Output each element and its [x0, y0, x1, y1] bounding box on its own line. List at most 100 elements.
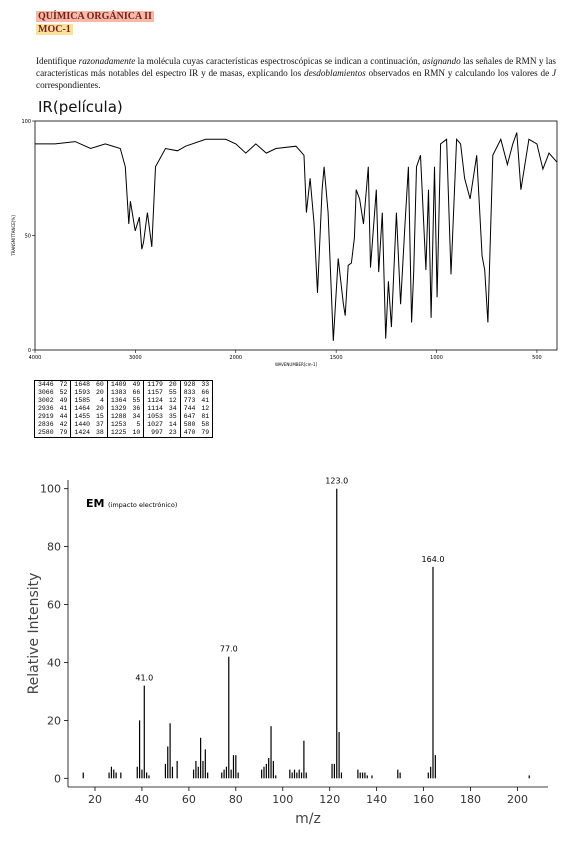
table-cell: 3446 — [38, 381, 54, 388]
peak — [136, 766, 138, 779]
table-cell: 37 — [93, 421, 108, 429]
x-tick-label: 160 — [413, 793, 434, 806]
peak — [110, 766, 113, 779]
peak — [272, 760, 274, 779]
table-cell: 2919 — [38, 413, 54, 420]
table-cell: 44 — [56, 413, 72, 421]
peak — [167, 746, 169, 779]
table-cell: 10 — [129, 429, 145, 438]
peak — [82, 772, 84, 779]
table-cell: 1253 — [110, 421, 127, 428]
table-cell: 20 — [93, 405, 108, 413]
table-cell: 1225 — [110, 429, 127, 436]
y-tick-label: 80 — [47, 541, 61, 554]
peak — [202, 760, 204, 779]
instructions: Identifique razonadamente la molécula cu… — [36, 55, 556, 91]
x-tick-label: 200 — [507, 793, 528, 806]
peak — [146, 772, 148, 779]
peak-label: 123.0 — [325, 477, 348, 486]
table-cell: 2580 — [38, 429, 54, 436]
text-run: razonadamente — [78, 56, 136, 66]
table-cell: 23 — [165, 429, 181, 438]
peak — [230, 769, 232, 779]
plot-frame — [34, 120, 558, 351]
y-tick-label: 40 — [47, 656, 61, 669]
y-tick-label: 100 — [40, 483, 61, 496]
x-tick-label: 4000 — [29, 355, 42, 361]
table-cell: 58 — [201, 421, 210, 428]
table-cell: 66 — [129, 389, 145, 397]
peak — [291, 772, 293, 779]
peak — [340, 772, 343, 779]
text-run: asignando — [422, 56, 461, 66]
x-tick-label: 20 — [88, 793, 102, 806]
course-title: QUÍMICA ORGÁNICA II — [36, 11, 154, 22]
table-cell: 12 — [201, 405, 210, 412]
peak — [228, 656, 230, 779]
peak — [108, 772, 110, 779]
y-axis-label: Relative Intensity — [26, 573, 42, 695]
peak — [336, 488, 338, 779]
text-run: J — [551, 68, 557, 78]
peak — [338, 731, 340, 779]
table-cell: 1585 — [74, 397, 91, 404]
table-cell: 55 — [129, 397, 145, 405]
table-cell: 1027 — [147, 421, 163, 428]
table-cell: 1124 — [147, 397, 163, 404]
table-cell: 1288 — [110, 413, 127, 420]
table-cell: 15 — [93, 413, 108, 421]
x-tick-label: 140 — [366, 793, 387, 806]
table-row: 3446 72 1648 60 1409 49 1179 20 928 33 — [35, 380, 213, 389]
x-tick-label: 1500 — [330, 355, 343, 361]
peak — [371, 775, 373, 779]
y-tick-label: 100 — [21, 119, 31, 125]
x-tick-label: 80 — [229, 793, 243, 806]
peak — [366, 775, 368, 779]
table-cell: 41 — [201, 397, 210, 404]
text-run: Identifique — [36, 56, 79, 66]
table-cell: 997 — [151, 429, 163, 436]
peak-label: 77.0 — [220, 645, 238, 654]
peak — [169, 723, 171, 779]
x-tick-label: 2000 — [229, 355, 242, 361]
peak — [427, 772, 429, 779]
y-tick-label: 0 — [54, 772, 61, 785]
table-cell: 20 — [93, 389, 108, 397]
table-cell: 79 — [201, 429, 210, 436]
table-cell: 79 — [56, 429, 72, 438]
peak — [171, 766, 174, 779]
table-cell: 60 — [93, 380, 108, 389]
peak-label: 164.0 — [422, 555, 445, 564]
peak — [528, 775, 530, 779]
table-cell: 1364 — [110, 397, 127, 404]
table-cell: 1440 — [74, 421, 91, 428]
peak — [204, 749, 206, 779]
peak — [207, 772, 209, 779]
peak — [298, 769, 300, 779]
table-cell: 773 — [183, 397, 196, 404]
x-tick-label: 100 — [272, 793, 293, 806]
y-tick-label: 0 — [28, 348, 31, 354]
peak — [223, 769, 225, 779]
peak — [176, 760, 178, 779]
table-cell: 66 — [201, 389, 210, 396]
peak — [305, 772, 307, 779]
peak — [235, 755, 237, 779]
table-cell: 38 — [93, 429, 108, 438]
x-axis-label: WAVENUMBER[cm-1] — [275, 362, 318, 367]
table-cell: 1648 — [74, 381, 91, 388]
table-cell: 1053 — [147, 413, 163, 420]
peak — [115, 772, 117, 779]
spectrum-line — [35, 132, 558, 341]
peak — [364, 772, 366, 779]
table-cell: 14 — [165, 421, 181, 429]
ir-heading: IR(película) — [38, 98, 123, 116]
x-axis-label: m/z — [295, 811, 321, 827]
table-cell: 52 — [56, 389, 72, 397]
peak — [303, 740, 305, 779]
peak — [263, 766, 265, 779]
table-cell: 55 — [165, 389, 181, 397]
peak-table: 3446 72 1648 60 1409 49 1179 20 928 33 3066 52 1593 2… — [34, 380, 214, 438]
y-tick-label: 60 — [47, 599, 61, 612]
table-cell: 49 — [56, 397, 72, 405]
